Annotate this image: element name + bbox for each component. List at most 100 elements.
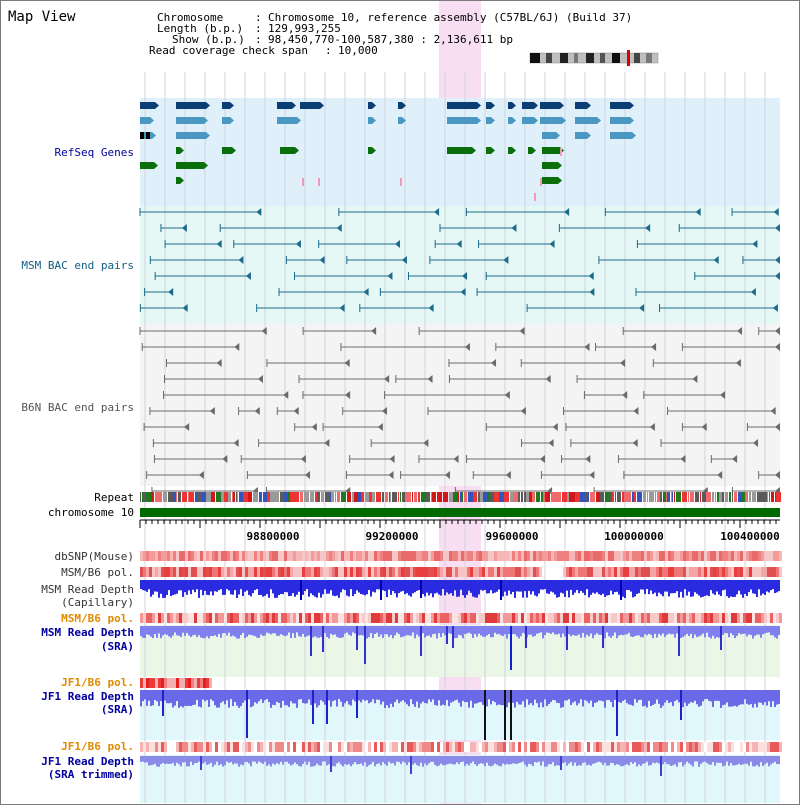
track-label-refseq[interactable]: RefSeq Genes [54, 146, 134, 159]
depth-bar [150, 756, 152, 766]
depth-bar [612, 580, 614, 595]
track-label-b6n-bac[interactable]: B6N BAC end pairs [21, 401, 134, 414]
dbsnp-cell [173, 551, 176, 561]
depth-bar [604, 580, 606, 597]
depth-bar [546, 690, 548, 707]
depth-bar [524, 580, 526, 592]
msm-pol-sra-cell [419, 613, 422, 623]
depth-bar [204, 580, 206, 591]
depth-bar [362, 626, 364, 636]
track-label-jf1-b6-pol-trimmed[interactable]: JF1/B6 pol. [61, 740, 134, 753]
depth-bar [434, 580, 436, 594]
jf1-pol-trimmed-cell [218, 742, 221, 752]
track-label-msm-read-depth-sra[interactable]: MSM Read Depth [41, 626, 134, 639]
depth-bar [652, 690, 654, 705]
depth-bar [434, 690, 436, 705]
jf1-pol-trimmed-cell [431, 742, 434, 752]
repeat-segment [543, 492, 545, 502]
track-label-msm-b6-pol-sra[interactable]: MSM/B6 pol. [61, 612, 134, 625]
jf1-pol-trimmed-cell [428, 742, 431, 752]
depth-bar [774, 690, 776, 707]
jf1-pol-trimmed-cell [437, 742, 440, 752]
track-label-jf1-b6-pol[interactable]: JF1/B6 pol. [61, 676, 134, 689]
repeat-segment [315, 492, 317, 502]
depth-bar [620, 690, 622, 703]
dbsnp-cell [380, 551, 383, 561]
dbsnp-cell [701, 551, 704, 561]
depth-bar [442, 690, 444, 705]
dbsnp-cell [320, 551, 323, 561]
depth-bar [406, 756, 408, 766]
jf1-pol-trimmed-cell [512, 742, 515, 752]
depth-bar [500, 756, 502, 767]
depth-bar [292, 690, 294, 704]
chromosome-ideogram[interactable] [529, 50, 659, 66]
depth-bar [202, 580, 204, 596]
depth-bar [466, 580, 468, 595]
jf1-pol-trimmed-cell [755, 742, 758, 752]
b6n-bac-pair-end-arrow [222, 455, 228, 463]
depth-bar [568, 756, 570, 764]
depth-bar [704, 690, 706, 700]
depth-bar [598, 580, 600, 595]
track-label-msm-bac[interactable]: MSM BAC end pairs [21, 259, 134, 272]
depth-spike [510, 690, 512, 740]
depth-spike [310, 626, 312, 656]
track-label-jf1-read-depth-sra[interactable]: JF1 Read Depth [41, 690, 134, 703]
depth-bar [522, 690, 524, 702]
depth-bar [690, 756, 692, 765]
depth-bar [330, 580, 332, 591]
depth-bar [426, 756, 428, 766]
depth-bar [652, 756, 654, 763]
depth-bar [230, 690, 232, 700]
msm-bac-pair-end-arrow [460, 288, 466, 296]
jf1-pol-cell [206, 678, 209, 688]
msm-pol-sra-cell [323, 613, 326, 623]
repeat-segment [676, 492, 681, 502]
msm-pol-sra-cell [524, 613, 527, 623]
jf1-pol-trimmed-cell [722, 742, 725, 752]
depth-bar [348, 580, 350, 597]
depth-bar [632, 580, 634, 598]
depth-bar [688, 626, 690, 637]
depth-bar [576, 690, 578, 706]
msm-pol-cell [770, 567, 773, 577]
dbsnp-cell [734, 551, 737, 561]
msm-pol-cell [443, 567, 446, 577]
jf1-pol-trimmed-cell [695, 742, 698, 752]
depth-bar [760, 626, 762, 638]
depth-bar [680, 626, 682, 639]
dbsnp-cell [671, 551, 674, 561]
depth-bar [316, 580, 318, 598]
header-span-value: 10,000 [338, 44, 378, 57]
msm-pol-cell [221, 567, 224, 577]
repeat-segment [641, 492, 642, 502]
repeat-segment [674, 492, 675, 502]
msm-pol-cell [386, 567, 389, 577]
track-label-jf1-read-depth-trimmed[interactable]: JF1 Read Depth [41, 755, 134, 768]
msm-pol-sra-cell [629, 613, 632, 623]
dbsnp-cell [155, 551, 158, 561]
depth-bar [654, 626, 656, 634]
msm-pol-sra-cell [452, 613, 455, 623]
jf1-pol-cell [155, 678, 158, 688]
repeat-segment [195, 492, 197, 502]
track-label-msm-read-depth-capillary[interactable]: MSM Read Depth [41, 583, 134, 596]
repeat-segment [488, 492, 490, 502]
depth-bar [446, 690, 448, 701]
depth-bar [742, 626, 744, 634]
track-label-dbsnp[interactable]: dbSNP(Mouse) [54, 550, 134, 563]
depth-bar [328, 690, 330, 701]
depth-bar [442, 756, 444, 766]
depth-bar [776, 626, 778, 639]
msm-pol-cell [419, 567, 422, 577]
depth-bar [662, 580, 664, 597]
depth-bar [192, 580, 194, 590]
track-label-msm-b6-pol[interactable]: MSM/B6 pol. [61, 566, 134, 579]
b6n-bac-pair-end-arrow [775, 343, 780, 351]
msm-pol-sra-cell [689, 613, 692, 623]
jf1-pol-trimmed-cell [221, 742, 224, 752]
msm-pol-sra-cell [482, 613, 485, 623]
depth-bar [254, 690, 256, 703]
